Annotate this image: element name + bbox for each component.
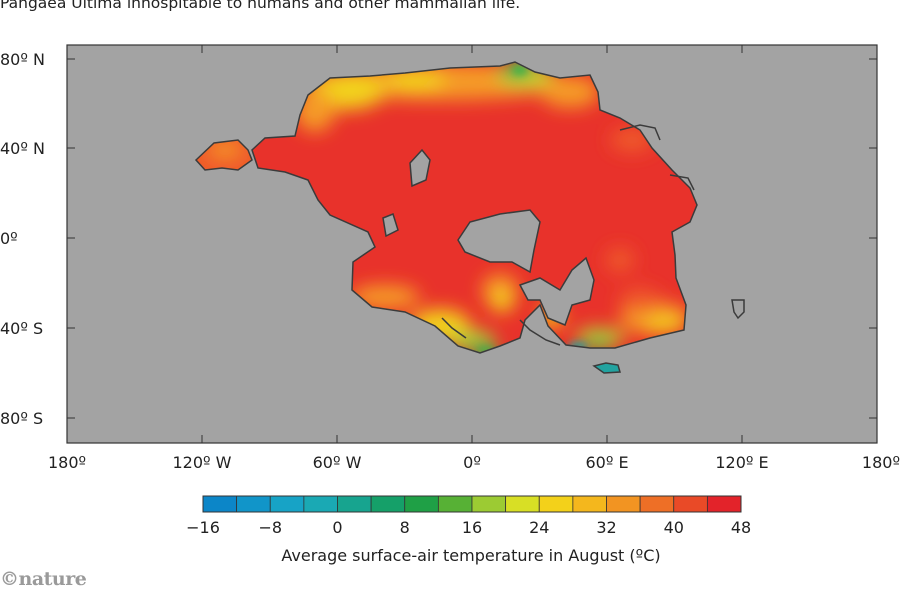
colorbar-segment xyxy=(639,495,675,513)
colorbar-segment xyxy=(370,495,406,513)
colorbar-tick-label: −8 xyxy=(258,518,282,537)
colorbar-segment xyxy=(505,495,540,513)
colorbar-segment xyxy=(471,495,507,513)
inland-sea-central xyxy=(458,210,540,272)
longitude-labels: 180º 120º W 60º W 0º 60º E 120º E 180º xyxy=(48,453,900,472)
colorbar-tick-label: 32 xyxy=(596,518,616,537)
colorbar-segment xyxy=(706,495,742,513)
inland-lake-north xyxy=(410,150,430,186)
colorbar-segment xyxy=(572,495,607,513)
colorbar-border xyxy=(202,495,742,513)
coastlines xyxy=(194,61,745,374)
colorbar-segment xyxy=(337,495,372,513)
colorbar-tick-label: 0 xyxy=(332,518,342,537)
inland-sea-south xyxy=(520,258,594,325)
longitude-label: 180º xyxy=(48,453,86,472)
colorbar-segment xyxy=(437,495,473,513)
colorbar-title: Average surface-air temperature in Augus… xyxy=(281,546,661,565)
colorbar-segment xyxy=(538,495,574,513)
longitude-label: 60º E xyxy=(585,453,628,472)
latitude-label: 40º N xyxy=(0,139,45,158)
temperature-colorbar xyxy=(202,495,742,513)
latitude-labels: 80º N 40º N 0º 40º S 80º S xyxy=(0,50,45,428)
colorbar-segment xyxy=(673,495,708,513)
colorbar-tick-label: 24 xyxy=(529,518,549,537)
colorbar-tick-label: 8 xyxy=(400,518,410,537)
latitude-label: 40º S xyxy=(0,319,43,338)
latitude-ticks xyxy=(67,58,877,419)
figure-caption: Pangaea Ultima inhospitable to humans an… xyxy=(0,0,521,12)
colorbar-segment xyxy=(236,495,271,513)
colorbar-tick-label: −16 xyxy=(186,518,220,537)
latitude-label: 80º N xyxy=(0,50,45,69)
latitude-label: 80º S xyxy=(0,409,43,428)
colorbar-segment xyxy=(303,495,338,513)
longitude-label: 60º W xyxy=(313,453,362,472)
colorbar-segment xyxy=(202,495,238,513)
colorbar-segment xyxy=(269,495,305,513)
latitude-label: 0º xyxy=(0,229,18,248)
colorbar-tick-label: 48 xyxy=(731,518,751,537)
longitude-label: 0º xyxy=(463,453,481,472)
colorbar-segment xyxy=(404,495,439,513)
longitude-label: 120º W xyxy=(173,453,232,472)
colorbar-tick-label: 40 xyxy=(664,518,684,537)
longitude-label: 120º E xyxy=(715,453,768,472)
nature-logo: ©nature xyxy=(0,568,87,590)
colorbar-tick-labels: −16 −8 0 8 16 24 32 40 48 xyxy=(186,518,751,537)
colorbar-tick-label: 16 xyxy=(462,518,482,537)
longitude-label: 180º xyxy=(862,453,900,472)
colorbar-segment xyxy=(606,495,641,513)
longitude-ticks xyxy=(66,45,878,443)
